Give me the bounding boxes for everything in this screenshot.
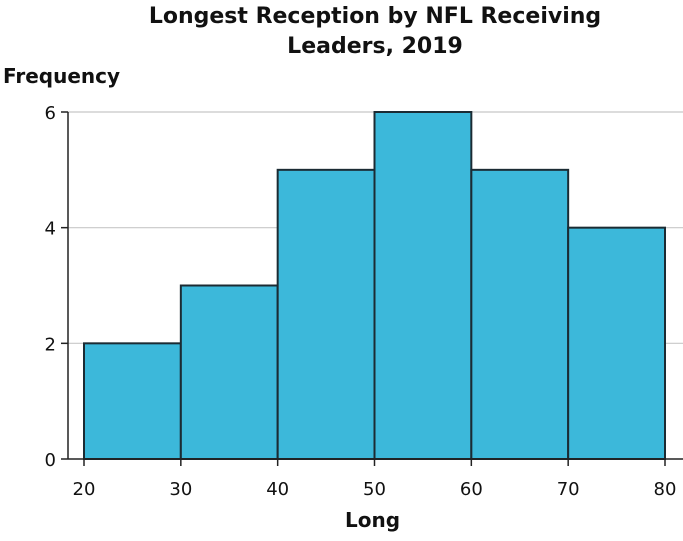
x-tick-label-50: 50 <box>363 479 386 500</box>
x-tick-label-20: 20 <box>73 479 96 500</box>
chart-title-line-1: Longest Reception by NFL Receiving <box>148 4 602 29</box>
x-tick-label-60: 60 <box>460 479 483 500</box>
x-tick-label-40: 40 <box>266 479 289 500</box>
x-tick-label-70: 70 <box>557 479 580 500</box>
chart-title-line-2: Leaders, 2019 <box>287 34 463 59</box>
y-tick-label-4: 4 <box>45 219 56 240</box>
chart-title: Longest Reception by NFL Receiving Leade… <box>0 2 683 62</box>
histogram-bar-50-60 <box>373 111 473 460</box>
x-tick-label-80: 80 <box>654 479 677 500</box>
histogram-bar-60-70 <box>470 168 570 460</box>
histogram-bar-40-50 <box>276 168 376 460</box>
y-axis-label: Frequency <box>3 64 121 88</box>
x-tick-label-30: 30 <box>169 479 192 500</box>
y-tick-label-2: 2 <box>45 334 56 355</box>
histogram-bar-20-30 <box>83 342 182 461</box>
histogram-bar-70-80 <box>567 226 667 460</box>
histogram-bar-30-40 <box>179 284 279 460</box>
y-tick-label-0: 0 <box>45 450 56 471</box>
y-tick-label-6: 6 <box>45 103 56 124</box>
x-axis-label: Long <box>345 508 401 532</box>
